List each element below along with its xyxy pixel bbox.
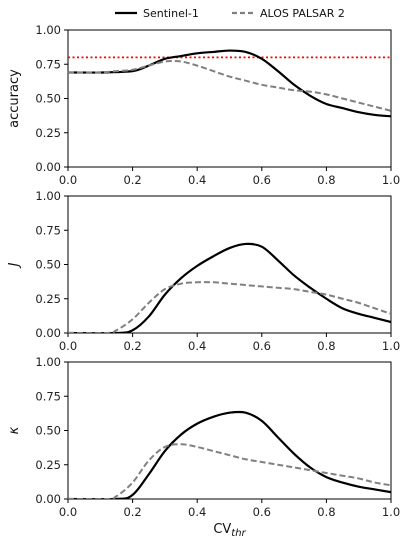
x-tick-label: 0.8 bbox=[317, 173, 335, 187]
plot-frame bbox=[67, 361, 392, 500]
x-axis-label-sub: thr bbox=[231, 528, 246, 539]
y-tick-label: 0.00 bbox=[35, 492, 61, 506]
x-tick-label: 0.4 bbox=[188, 339, 206, 353]
y-tick-label: 0.25 bbox=[35, 126, 61, 140]
x-axis-label: CVthr bbox=[213, 522, 246, 539]
y-axis-label: κ bbox=[7, 426, 22, 434]
y-tick-label: 0.75 bbox=[35, 57, 61, 71]
y-tick-label: 1.00 bbox=[35, 23, 61, 37]
plot-frame bbox=[67, 195, 392, 334]
y-tick-label: 0.75 bbox=[35, 223, 61, 237]
series-line-sentinel-1 bbox=[68, 242, 391, 333]
x-tick-label: 0.2 bbox=[123, 339, 141, 353]
x-tick-label: 0.0 bbox=[59, 505, 77, 519]
x-tick-label: 1.0 bbox=[382, 505, 400, 519]
series-line-alos-palsar-2 bbox=[68, 281, 391, 333]
legend: Sentinel-1 ALOS PALSAR 2 bbox=[115, 7, 345, 20]
legend-label-1: ALOS PALSAR 2 bbox=[260, 7, 345, 20]
y-axis-label: J bbox=[7, 262, 22, 269]
x-tick-label: 1.0 bbox=[382, 173, 400, 187]
x-tick-label: 0.0 bbox=[59, 173, 77, 187]
y-axis-label: accuracy bbox=[7, 69, 22, 128]
panel-1: 0.00 0.25 0.50 0.75 1.00 0.0 0.2 0.4 0.6 0.8 1.0 ac… bbox=[7, 23, 400, 187]
y-tick-label: 0.25 bbox=[35, 292, 61, 306]
y-tick-label: 0.00 bbox=[35, 326, 61, 340]
series-line-alos-palsar-2 bbox=[68, 59, 391, 112]
legend-label-0: Sentinel-1 bbox=[143, 7, 199, 20]
x-tick-label: 0.6 bbox=[253, 173, 271, 187]
x-tick-label: 0.0 bbox=[59, 339, 77, 353]
x-tick-label: 0.4 bbox=[188, 173, 206, 187]
y-tick-label: 0.00 bbox=[35, 160, 61, 174]
panels: 0.00 0.25 0.50 0.75 1.00 0.0 0.2 0.4 0.6 0.8 1.0 ac… bbox=[7, 23, 400, 539]
panel-2: 0.00 0.25 0.50 0.75 1.00 0.0 0.2 0.4 0.6 0.8 1.0 J bbox=[7, 189, 400, 353]
x-tick-label: 0.8 bbox=[317, 339, 335, 353]
panel-3: 0.00 0.25 0.50 0.75 1.00 0.0 0.2 0.4 0.6 0.8 1.0 κ C… bbox=[7, 355, 400, 539]
y-tick-label: 0.50 bbox=[35, 92, 61, 106]
y-tick-label: 0.50 bbox=[35, 258, 61, 272]
y-tick-label: 0.50 bbox=[35, 424, 61, 438]
x-tick-label: 0.4 bbox=[188, 505, 206, 519]
series-line-sentinel-1 bbox=[68, 49, 391, 118]
y-tick-label: 0.25 bbox=[35, 458, 61, 472]
x-tick-label: 0.8 bbox=[317, 505, 335, 519]
series-line-sentinel-1 bbox=[68, 410, 391, 499]
x-tick-label: 0.6 bbox=[253, 505, 271, 519]
y-tick-label: 1.00 bbox=[35, 355, 61, 369]
x-axis-label-main: CV bbox=[213, 522, 231, 537]
x-tick-label: 0.2 bbox=[123, 173, 141, 187]
x-tick-label: 0.2 bbox=[123, 505, 141, 519]
series-line-alos-palsar-2 bbox=[68, 443, 391, 499]
y-tick-label: 0.75 bbox=[35, 389, 61, 403]
x-tick-label: 1.0 bbox=[382, 339, 400, 353]
x-tick-label: 0.6 bbox=[253, 339, 271, 353]
y-tick-label: 1.00 bbox=[35, 189, 61, 203]
